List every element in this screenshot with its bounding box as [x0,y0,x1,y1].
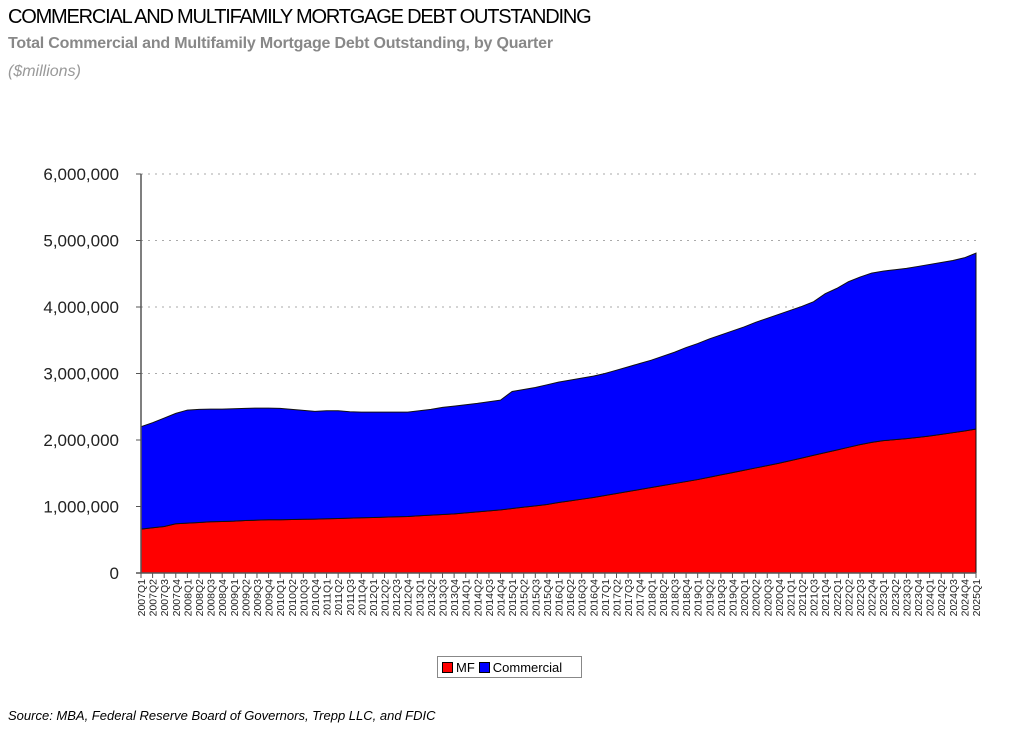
x-tick-label: 2007Q3 [159,579,171,617]
x-tick-label: 2014Q2 [472,579,484,617]
x-tick-label: 2021Q2 [797,579,809,617]
x-tick-label: 2015Q1 [507,579,519,617]
x-tick-label: 2020Q4 [774,579,786,617]
x-tick-label: 2015Q3 [530,579,542,617]
x-tick-label: 2008Q2 [194,579,206,617]
x-tick-label: 2012Q2 [380,579,392,617]
legend-item-mf: MF [442,660,475,675]
units-label: ($millions) [8,63,81,80]
source-note: Source: MBA, Federal Reserve Board of Go… [8,708,436,723]
x-tick-label: 2016Q1 [554,579,566,617]
x-tick-label: 2021Q3 [809,579,821,617]
x-tick-label: 2012Q4 [403,579,415,617]
x-tick-label: 2010Q2 [287,579,299,617]
x-tick-label: 2022Q2 [843,579,855,617]
legend-swatch-commercial [478,661,490,673]
y-tick-label: 3,000,000 [43,365,119,384]
x-tick-label: 2018Q2 [658,579,670,617]
x-tick-label: 2024Q2 [936,579,948,617]
y-tick-label: 5,000,000 [43,232,119,251]
x-tick-label: 2010Q1 [275,579,287,617]
x-tick-label: 2022Q3 [855,579,867,617]
x-tick-label: 2018Q3 [669,579,681,617]
x-tick-label: 2011Q1 [322,579,334,616]
x-tick-label: 2014Q4 [496,579,508,617]
x-tick-label: 2018Q4 [681,579,693,617]
legend-item-commercial: Commercial [478,659,563,675]
x-tick-label: 2019Q1 [693,579,705,617]
y-tick-label: 1,000,000 [43,498,119,517]
legend: MF Commercial [437,656,582,678]
x-tick-label: 2008Q4 [217,579,229,617]
x-tick-label: 2014Q1 [461,579,473,617]
x-tick-label: 2014Q3 [484,579,496,617]
y-tick-label: 4,000,000 [43,298,119,317]
chart-title: COMMERCIAL AND MULTIFAMILY MORTGAGE DEBT… [8,6,592,28]
area-commercial [140,252,977,530]
x-tick-label: 2012Q1 [368,579,380,617]
x-tick-label: 2019Q2 [704,579,716,617]
legend-swatch-mf [442,661,453,673]
x-tick-label: 2009Q3 [252,579,264,617]
x-tick-label: 2019Q4 [727,579,739,617]
x-tick-label: 2015Q4 [542,579,554,617]
x-tick-label: 2011Q2 [333,579,345,616]
x-tick-label: 2018Q1 [646,579,658,617]
x-tick-label: 2023Q1 [878,579,890,617]
x-tick-label: 2012Q3 [391,579,403,617]
legend-label-mf: MF [456,659,475,675]
x-tick-label: 2007Q2 [148,579,160,617]
y-tick-label: 6,000,000 [43,165,119,184]
x-tick-label: 2020Q2 [751,579,763,617]
x-tick-label: 2019Q3 [716,579,728,617]
x-tick-label: 2021Q1 [785,579,797,617]
x-tick-label: 2013Q3 [438,579,450,617]
x-tick-label: 2013Q4 [449,579,461,617]
x-tick-label: 2007Q4 [171,579,183,617]
x-tick-label: 2020Q3 [762,579,774,617]
x-tick-label: 2023Q4 [913,579,925,617]
x-tick-label: 2020Q1 [739,579,751,617]
x-tick-label: 2022Q4 [867,579,879,617]
x-tick-label: 2016Q4 [588,579,600,617]
x-tick-label: 2009Q1 [229,579,241,617]
x-tick-label: 2015Q2 [519,579,531,617]
x-tick-label: 2008Q1 [182,579,194,617]
x-tick-label: 2010Q3 [298,579,310,617]
x-tick-label: 2023Q3 [901,579,913,617]
x-tick-label: 2024Q3 [948,579,960,617]
x-tick-label: 2013Q2 [426,579,438,617]
legend-label-commercial: Commercial [492,659,563,675]
x-tick-label: 2017Q2 [611,579,623,617]
x-tick-label: 2024Q4 [959,579,971,617]
y-tick-label: 0 [110,564,119,583]
x-tick-label: 2011Q4 [356,579,368,616]
x-tick-label: 2022Q1 [832,579,844,617]
x-tick-label: 2008Q3 [206,579,218,617]
y-tick-label: 2,000,000 [43,431,119,450]
x-tick-label: 2007Q1 [136,579,148,617]
x-tick-label: 2011Q3 [345,579,357,616]
x-tick-label: 2017Q4 [635,579,647,617]
x-tick-label: 2025Q1 [971,579,983,617]
x-tick-label: 2009Q2 [240,579,252,617]
x-tick-label: 2017Q1 [600,579,612,617]
x-tick-label: 2023Q2 [890,579,902,617]
x-tick-label: 2024Q1 [925,579,937,617]
x-tick-label: 2021Q4 [820,579,832,617]
x-tick-label: 2017Q3 [623,579,635,617]
x-tick-label: 2016Q3 [577,579,589,617]
x-tick-label: 2016Q2 [565,579,577,617]
x-tick-label: 2010Q4 [310,579,322,617]
x-tick-label: 2013Q1 [414,579,426,617]
chart-subtitle: Total Commercial and Multifamily Mortgag… [8,35,553,52]
x-tick-label: 2009Q4 [264,579,276,617]
